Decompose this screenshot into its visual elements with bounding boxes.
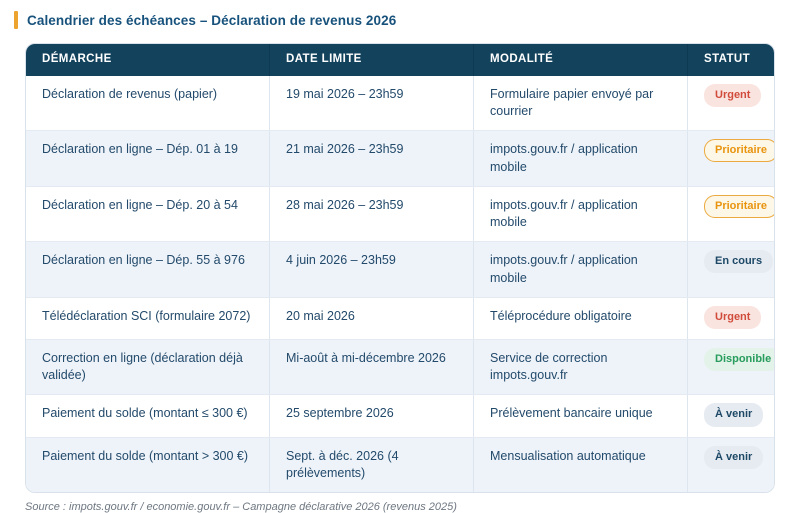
column-header-statut: STATUT	[687, 44, 774, 76]
cell-date-limite: 4 juin 2026 – 23h59	[269, 242, 473, 297]
cell-date-limite: 21 mai 2026 – 23h59	[269, 131, 473, 186]
cell-date-limite: 20 mai 2026	[269, 297, 473, 339]
cell-modalite: impots.gouv.fr / application mobile	[473, 131, 687, 186]
cell-demarche: Déclaration en ligne – Dép. 55 à 976	[42, 253, 245, 268]
cell-date-limite: Sept. à déc. 2026 (4 prélèvements)	[269, 437, 473, 493]
cell-modalite: Formulaire papier envoyé par courrier	[473, 75, 687, 131]
status-badge: Prioritaire	[704, 194, 774, 218]
cell-modalite: impots.gouv.fr / application mobile	[473, 186, 687, 242]
table-row: Paiement du solde (montant > 300 €) Sept…	[26, 436, 774, 493]
status-badge: À venir	[704, 445, 764, 469]
status-badge: Disponible	[704, 347, 774, 372]
status-badge: À venir	[704, 403, 764, 427]
page: Calendrier des échéances – Déclaration d…	[14, 11, 775, 513]
cell-modalite: Téléprocédure obligatoire	[473, 297, 687, 339]
table-header-row: DÉMARCHE DATE LIMITE MODALITÉ STATUT	[26, 44, 774, 76]
cell-demarche: Paiement du solde (montant > 300 €)	[42, 448, 249, 463]
status-badge: En cours	[704, 250, 774, 274]
cell-date-limite: 28 mai 2026 – 23h59	[269, 186, 473, 242]
cell-demarche: Correction en ligne (déclaration déjà va…	[42, 350, 243, 383]
table-row: Déclaration en ligne – Dép. 20 à 54 28 m…	[26, 185, 774, 242]
cell-statut: Disponible	[687, 339, 774, 395]
deadlines-table: DÉMARCHE DATE LIMITE MODALITÉ STATUT Déc…	[25, 43, 775, 494]
cell-statut: Prioritaire	[687, 131, 774, 186]
column-header-modalite: MODALITÉ	[473, 44, 687, 76]
table-body: Déclaration de revenus (papier) 19 mai 2…	[26, 75, 774, 493]
column-header-demarche: DÉMARCHE	[42, 53, 112, 65]
table-row: Paiement du solde (montant ≤ 300 €) 25 s…	[26, 394, 774, 437]
title-accent-bar	[14, 11, 18, 29]
cell-demarche: Déclaration en ligne – Dép. 20 à 54	[42, 197, 238, 212]
cell-statut: Urgent	[687, 75, 774, 131]
cell-demarche: Télédéclaration SCI (formulaire 2072)	[42, 308, 251, 323]
page-header: Calendrier des échéances – Déclaration d…	[14, 11, 775, 29]
cell-demarche: Déclaration de revenus (papier)	[42, 86, 218, 101]
cell-modalite: Prélèvement bancaire unique	[473, 395, 687, 437]
page-title: Calendrier des échéances – Déclaration d…	[27, 12, 397, 28]
status-badge: Urgent	[704, 305, 762, 329]
column-header-date-limite: DATE LIMITE	[269, 44, 473, 76]
cell-statut: Urgent	[687, 297, 774, 339]
cell-statut: En cours	[687, 242, 774, 297]
table-row: Déclaration en ligne – Dép. 55 à 976 4 j…	[26, 241, 774, 297]
cell-modalite: impots.gouv.fr / application mobile	[473, 242, 687, 297]
cell-statut: Prioritaire	[687, 186, 774, 242]
cell-statut: À venir	[687, 395, 774, 437]
cell-date-limite: 25 septembre 2026	[269, 395, 473, 437]
status-badge: Prioritaire	[704, 139, 774, 163]
source-note: Source : impots.gouv.fr / economie.gouv.…	[25, 501, 457, 513]
table-row: Déclaration en ligne – Dép. 01 à 19 21 m…	[26, 130, 774, 186]
table-row: Correction en ligne (déclaration déjà va…	[26, 338, 774, 395]
table-row: Déclaration de revenus (papier) 19 mai 2…	[26, 75, 774, 131]
status-badge: Urgent	[704, 83, 762, 107]
cell-modalite: Service de correction impots.gouv.fr	[473, 339, 687, 395]
cell-demarche: Paiement du solde (montant ≤ 300 €)	[42, 406, 248, 421]
cell-date-limite: Mi-août à mi-décembre 2026	[269, 339, 473, 395]
cell-statut: À venir	[687, 437, 774, 493]
cell-demarche: Déclaration en ligne – Dép. 01 à 19	[42, 142, 238, 157]
cell-date-limite: 19 mai 2026 – 23h59	[269, 75, 473, 131]
cell-modalite: Mensualisation automatique	[473, 437, 687, 493]
table-row: Télédéclaration SCI (formulaire 2072) 20…	[26, 296, 774, 339]
